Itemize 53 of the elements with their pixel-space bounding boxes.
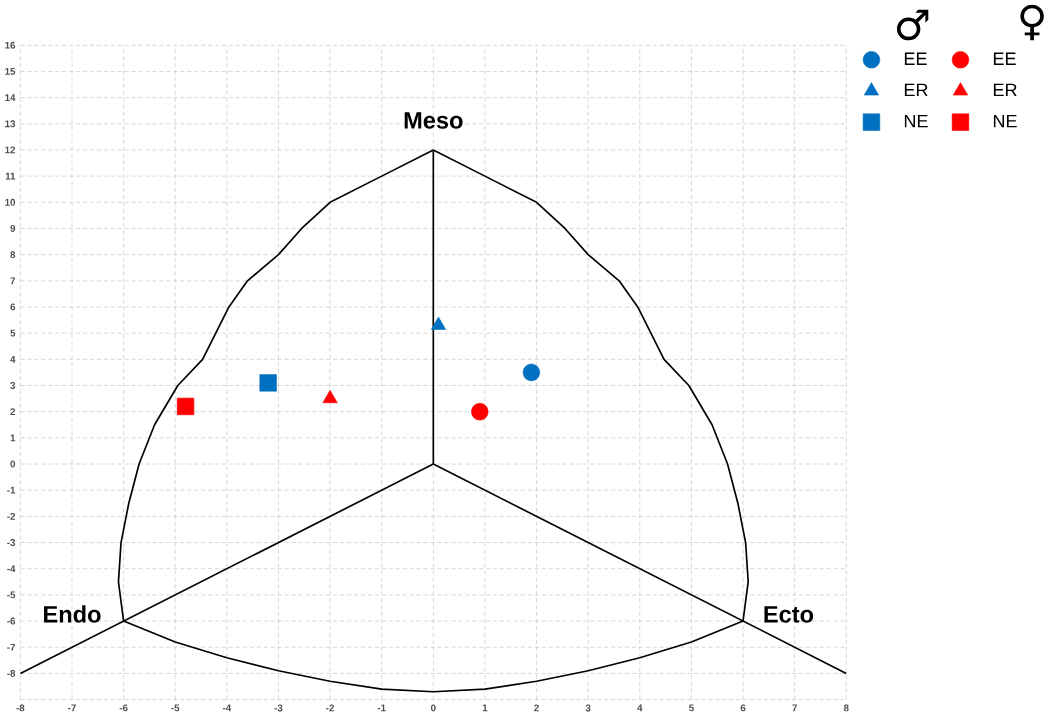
y-tick-label: 8: [10, 251, 16, 259]
x-tick-label: 6: [740, 704, 746, 712]
y-tick-label: 10: [5, 198, 16, 206]
legend-label: NE: [904, 114, 928, 128]
legend-label: EE: [904, 52, 927, 65]
x-tick-label: -4: [222, 704, 232, 712]
y-tick-label: -7: [7, 643, 16, 651]
y-tick-label: 7: [10, 277, 16, 285]
y-tick-label: 14: [5, 94, 16, 101]
x-tick-label: -1: [377, 704, 386, 712]
x-tick-label: 3: [585, 704, 591, 712]
text: ♂: [896, 9, 929, 41]
legend-label: ER: [993, 83, 1017, 97]
y-tick-label: 2: [10, 408, 16, 416]
text: ♀: [1020, 4, 1044, 41]
y-tick-label: 13: [5, 120, 16, 128]
y-tick-label: 1: [10, 434, 16, 442]
x-tick-label: 7: [792, 704, 797, 712]
x-tick-label: -8: [16, 704, 25, 712]
y-tick-label: 3: [10, 382, 16, 389]
y-tick-label: 16: [5, 41, 16, 49]
y-tick-label: 0: [10, 460, 16, 468]
y-tick-label: 11: [5, 172, 16, 180]
y-tick-label: 4: [10, 355, 16, 363]
y-tick-label: -1: [7, 486, 16, 494]
y-tick-label: 5: [10, 329, 16, 337]
annotation: Meso: [404, 112, 463, 129]
y-tick-label: 15: [5, 68, 16, 75]
x-tick-label: 8: [843, 704, 849, 712]
y-tick-label: -4: [7, 565, 16, 573]
x-tick-label: 2: [534, 704, 539, 712]
x-tick-label: 4: [637, 704, 643, 712]
y-tick-label: 6: [10, 303, 16, 311]
y-tick-label: -6: [7, 617, 16, 625]
x-tick-label: -3: [274, 704, 283, 712]
legend-label: EE: [993, 52, 1016, 65]
x-tick-label: 5: [689, 704, 694, 712]
y-tick-label: 9: [10, 225, 16, 232]
x-tick-label: -5: [171, 704, 180, 712]
y-tick-label: -8: [7, 669, 16, 677]
x-tick-label: -6: [119, 704, 128, 712]
x-tick-label: -2: [326, 704, 335, 712]
y-tick-label: 12: [5, 146, 16, 154]
legend-label: ER: [904, 83, 928, 97]
x-tick-label: -7: [68, 704, 76, 712]
y-tick-label: -5: [7, 591, 16, 599]
x-tick-label: 0: [431, 704, 436, 712]
annotation: Endo: [44, 605, 101, 623]
annotation: Ecto: [764, 606, 814, 623]
y-tick-label: -3: [7, 539, 16, 546]
x-tick-label: 1: [482, 704, 488, 712]
legend-label: NE: [993, 114, 1017, 128]
y-tick-label: -2: [7, 512, 16, 520]
